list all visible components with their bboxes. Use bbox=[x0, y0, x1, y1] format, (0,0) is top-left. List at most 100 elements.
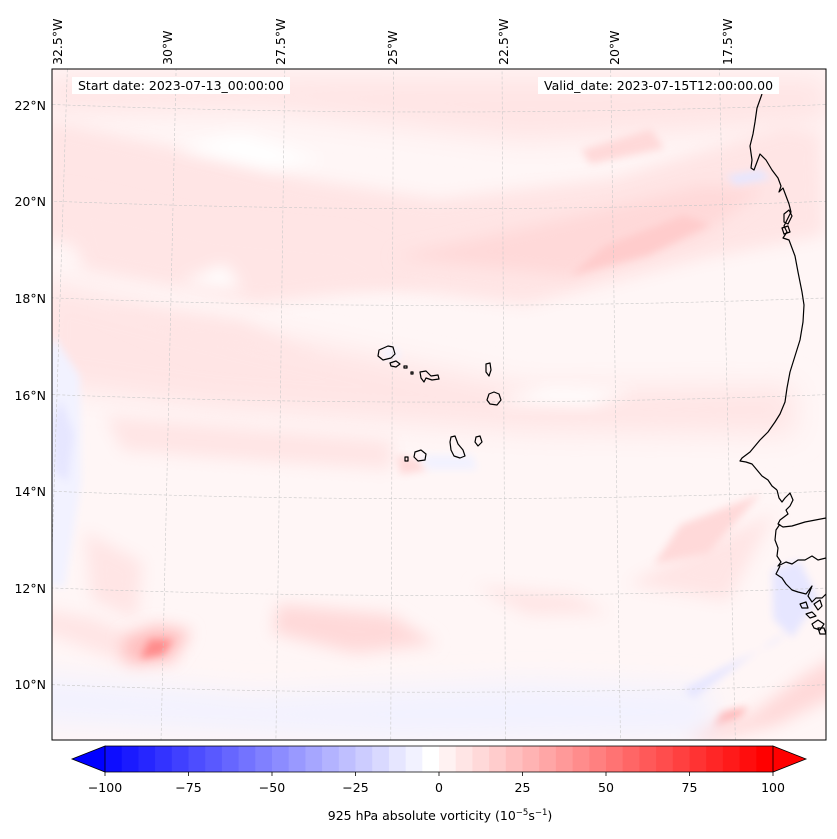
vorticity-contour-19 bbox=[396, 455, 428, 475]
colorbar-segment bbox=[372, 746, 390, 772]
vorticity-contour-12 bbox=[627, 512, 776, 601]
meridian-3 bbox=[390, 69, 394, 740]
longitude-label: 22.5°W bbox=[496, 18, 511, 65]
colorbar-segment bbox=[121, 746, 139, 772]
colorbar-title-exp1: −5 bbox=[515, 808, 529, 818]
colorbar-segment bbox=[255, 746, 273, 772]
latitude-label: 22°N bbox=[14, 98, 46, 113]
colorbar-segment bbox=[622, 746, 640, 772]
parallel-5 bbox=[52, 587, 826, 596]
vorticity-contour-23 bbox=[683, 628, 792, 699]
longitude-label: 17.5°W bbox=[720, 18, 735, 65]
latitude-label: 20°N bbox=[14, 194, 46, 209]
colorbar-segment bbox=[539, 746, 557, 772]
meridian-1 bbox=[160, 69, 177, 740]
colorbar-segment bbox=[455, 746, 473, 772]
meridian-4 bbox=[501, 69, 506, 740]
vorticity-contour-5 bbox=[581, 129, 665, 165]
colorbar-segment bbox=[288, 746, 306, 772]
coast-segment-15 bbox=[419, 370, 440, 383]
coast-segment-4 bbox=[799, 601, 809, 609]
parallel-4 bbox=[52, 490, 826, 500]
colorbar-segment bbox=[188, 746, 206, 772]
colorbar-segment bbox=[472, 746, 490, 772]
coast-segment-11 bbox=[377, 345, 396, 361]
longitude-label: 30°W bbox=[160, 30, 175, 65]
colorbar-title-exp2: −1 bbox=[534, 808, 548, 818]
colorbar-segment bbox=[739, 746, 757, 772]
colorbar-segment bbox=[388, 746, 407, 772]
longitude-label: 20°W bbox=[607, 30, 622, 65]
vorticity-contour-29 bbox=[180, 264, 242, 289]
vorticity-contour-18 bbox=[712, 706, 749, 728]
colorbar-tick-label: 0 bbox=[435, 780, 443, 795]
colorbar-title: 925 hPa absolute vorticity (10−5s−1) bbox=[328, 808, 553, 823]
coast-segment-5 bbox=[813, 599, 823, 611]
meridian-2 bbox=[275, 69, 286, 740]
colorbar-segment bbox=[522, 746, 540, 772]
vorticity-contour-25 bbox=[418, 455, 478, 470]
colorbar-segment bbox=[439, 746, 457, 772]
colorbar-segment bbox=[155, 746, 173, 772]
colorbar-segment bbox=[722, 746, 741, 772]
african-coastline bbox=[739, 93, 805, 491]
coast-segment-17 bbox=[486, 391, 502, 406]
coastlines bbox=[377, 93, 826, 635]
coast-segment-3 bbox=[775, 565, 826, 603]
colorbar-segment bbox=[639, 746, 657, 772]
start-date-label: Start date: 2023-07-13_00:00:00 bbox=[72, 77, 290, 94]
longitude-label: 25°W bbox=[385, 30, 400, 65]
coast-segment-18 bbox=[449, 435, 466, 459]
coast-segment-7 bbox=[811, 619, 825, 631]
vorticity-contour-7 bbox=[99, 309, 321, 363]
colorbar-title-end: ) bbox=[547, 808, 553, 823]
coast-segment-19 bbox=[474, 435, 483, 447]
vorticity-contour-28 bbox=[174, 134, 323, 169]
african-coastline bbox=[776, 489, 826, 528]
vorticity-field bbox=[52, 75, 826, 740]
coast-segment-21 bbox=[404, 456, 409, 462]
colorbar-tick-label: −100 bbox=[87, 780, 123, 795]
parallel-2 bbox=[52, 297, 826, 306]
colorbar-segment bbox=[138, 746, 156, 772]
colorbar-segment bbox=[355, 746, 373, 772]
parallel-3 bbox=[52, 394, 826, 403]
vorticity-contour-9 bbox=[84, 531, 143, 620]
map-frame bbox=[51, 68, 827, 741]
colorbar-segment bbox=[756, 746, 774, 772]
coast-segment-12 bbox=[389, 360, 401, 368]
vorticity-contour-26 bbox=[726, 169, 771, 185]
coast-segment-14 bbox=[410, 371, 414, 375]
coast-segment-6 bbox=[805, 611, 817, 619]
vorticity-contour-22 bbox=[52, 676, 713, 740]
coast-segment-16 bbox=[485, 362, 492, 377]
latitude-label: 18°N bbox=[14, 291, 46, 306]
latitude-label: 10°N bbox=[14, 677, 46, 692]
coast-segment-10 bbox=[781, 225, 791, 235]
colorbar-tick-label: 25 bbox=[514, 780, 531, 795]
coast-segment-9 bbox=[783, 209, 793, 225]
colorbar-segment bbox=[656, 746, 674, 772]
colorbar-segment bbox=[205, 746, 223, 772]
colorbar-extend-max bbox=[772, 745, 808, 773]
colorbar-tick-label: 75 bbox=[681, 780, 698, 795]
colorbar-segment bbox=[489, 746, 507, 772]
colorbar-segment bbox=[272, 746, 290, 772]
parallel-0 bbox=[52, 104, 826, 113]
colorbar-tick-label: 50 bbox=[598, 780, 614, 795]
colorbar-tick-label: −50 bbox=[258, 780, 286, 795]
colorbar-tick-label: −75 bbox=[175, 780, 202, 795]
colorbar-segment bbox=[606, 746, 624, 772]
vorticity-contour-8 bbox=[105, 415, 392, 470]
colorbar-title-unit: s bbox=[528, 808, 535, 823]
colorbar-segment bbox=[322, 746, 340, 772]
latitude-label: 14°N bbox=[14, 484, 46, 499]
graticule bbox=[52, 69, 826, 740]
longitude-label: 27.5°W bbox=[273, 18, 288, 65]
coast-segment-8 bbox=[817, 627, 826, 635]
vorticity-contour-13 bbox=[654, 493, 761, 565]
colorbar bbox=[70, 745, 808, 776]
colorbar-tick-label: −25 bbox=[342, 780, 369, 795]
